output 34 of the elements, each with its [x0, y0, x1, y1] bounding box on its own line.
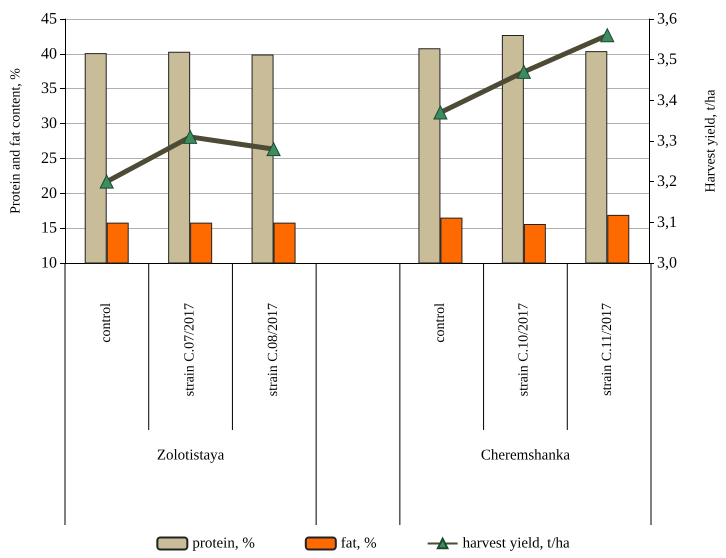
- y-tick-label: 35: [41, 80, 57, 98]
- x-tick-label: strain C.07/2017: [182, 303, 198, 396]
- legend-label: harvest yield, t/ha: [462, 536, 570, 552]
- y-tick-label: 30: [41, 115, 57, 132]
- legend-label: fat, %: [340, 536, 377, 552]
- point: [266, 142, 281, 156]
- point: [183, 130, 198, 144]
- x-tick-label: strain C.08/2017: [266, 303, 282, 396]
- x-tick-label: control: [99, 302, 114, 343]
- y-tick-label: 15: [41, 220, 57, 237]
- y2-tick-label: 3,6: [657, 10, 677, 28]
- point: [516, 64, 531, 79]
- y2-tick-label: 3,0: [657, 254, 677, 272]
- y-tick-label: 45: [41, 10, 57, 28]
- point: [100, 174, 114, 189]
- y-tick-label: 10: [41, 254, 57, 272]
- y2-tick-label: 3,3: [657, 132, 677, 150]
- y2-tick-label: 3,2: [657, 173, 677, 190]
- y-tick-label: 25: [41, 150, 57, 167]
- y2-tick-label: 3,1: [657, 214, 677, 231]
- y2-tick-label: 3,5: [657, 51, 677, 68]
- y-tick-label: 40: [41, 45, 57, 62]
- y2-axis-title: Harvest yield, t/ha: [704, 88, 718, 193]
- text: Zolotistaya: [156, 448, 225, 464]
- text: Cheremshanka: [480, 448, 570, 464]
- x-tick-label: control: [432, 302, 448, 343]
- y-axis-title: Protein and fat content, %: [8, 68, 24, 214]
- legend-label: protein, %: [192, 536, 255, 552]
- point: [433, 106, 448, 120]
- x-tick-label: strain C.11/2017: [600, 303, 615, 396]
- point: [600, 28, 614, 42]
- y2-tick-label: 3,4: [657, 92, 677, 109]
- y-tick-label: 20: [41, 184, 57, 202]
- x-tick-label: strain C.10/2017: [516, 303, 532, 396]
